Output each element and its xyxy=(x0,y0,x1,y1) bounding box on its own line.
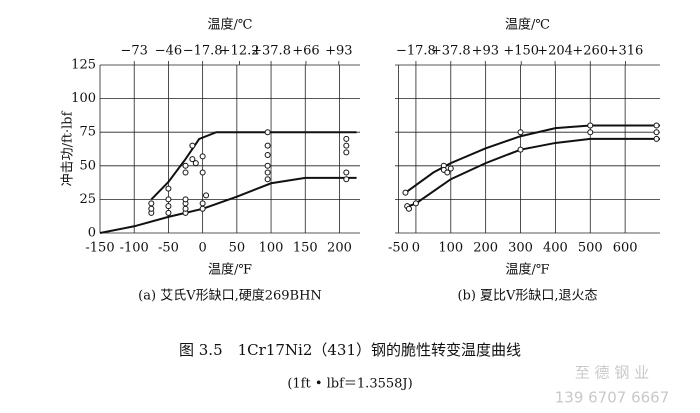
data-point xyxy=(653,135,660,142)
x2-tick-label: −17.8 xyxy=(396,44,436,59)
x-tick-label: 100 xyxy=(438,241,463,256)
data-point xyxy=(192,160,199,167)
x2-tick-label: +12.2 xyxy=(220,44,260,59)
figure-note: (1ft • lbf＝1.3558J) xyxy=(287,377,412,392)
data-point xyxy=(189,156,196,163)
x-tick-label: 150 xyxy=(293,241,318,256)
data-point xyxy=(264,152,271,159)
y-tick-label: 0 xyxy=(88,226,96,241)
x-tick-label: 200 xyxy=(473,241,498,256)
y-tick-label: 25 xyxy=(79,192,96,207)
data-point xyxy=(189,142,196,149)
x2-tick-label: +260 xyxy=(572,44,608,59)
x-tick-label: 50 xyxy=(229,241,246,256)
watermark-phone: 139 6707 6667 xyxy=(555,389,670,407)
x-tick-label: 0 xyxy=(412,241,420,256)
data-point xyxy=(199,205,206,212)
data-point xyxy=(148,200,155,207)
data-point xyxy=(343,169,350,176)
data-point xyxy=(405,205,412,212)
data-point xyxy=(444,169,451,176)
x-tick-label: -50 xyxy=(388,241,409,256)
data-point xyxy=(165,185,172,192)
x2-tick-label: +37.8 xyxy=(251,44,291,59)
curve xyxy=(408,137,660,208)
data-point xyxy=(343,149,350,156)
x2-tick-label: +66 xyxy=(292,44,319,59)
data-point xyxy=(264,129,271,136)
x-tick-label: -100 xyxy=(120,241,149,256)
x-axis-label: 温度/℉ xyxy=(506,262,550,278)
x-tick-label: -50 xyxy=(158,241,179,256)
x-tick-label: 500 xyxy=(578,241,603,256)
x2-tick-label: +316 xyxy=(608,44,644,59)
x-axis-label: 温度/℉ xyxy=(208,262,252,278)
x2-tick-label: +150 xyxy=(503,44,539,59)
data-point xyxy=(264,176,271,183)
x-tick-label: 0 xyxy=(198,241,206,256)
data-point xyxy=(182,205,189,212)
y-tick-label: 125 xyxy=(71,58,96,73)
data-point xyxy=(343,135,350,142)
x-tick-label: -150 xyxy=(85,241,114,256)
figure-caption: 图 3.5 1Cr17Ni2（431）钢的脆性转变温度曲线 xyxy=(179,341,521,359)
chart-caption: (a) 艾氏V形缺口,硬度269BHN xyxy=(138,288,322,304)
data-point xyxy=(199,200,206,207)
x-tick-label: 100 xyxy=(259,241,284,256)
data-point xyxy=(182,196,189,203)
data-point xyxy=(203,192,210,199)
y-tick-label: 50 xyxy=(79,158,96,173)
x2-tick-label: −73 xyxy=(120,44,147,59)
y-axis-label: 冲击功/ft·lbf xyxy=(61,110,76,186)
x2-axis-label: 温度/℃ xyxy=(505,17,550,33)
data-point xyxy=(343,142,350,149)
y-tick-label: 100 xyxy=(71,91,96,106)
data-point xyxy=(165,196,172,203)
data-point xyxy=(199,169,206,176)
data-point xyxy=(264,142,271,149)
curve xyxy=(99,176,357,234)
x2-tick-label: −46 xyxy=(155,44,182,59)
data-point xyxy=(653,129,660,136)
curve xyxy=(150,131,357,201)
data-point xyxy=(343,176,350,183)
x2-tick-label: +93 xyxy=(472,44,499,59)
data-point xyxy=(412,200,419,207)
x-tick-label: 300 xyxy=(508,241,533,256)
data-point xyxy=(402,189,409,196)
x2-tick-label: +93 xyxy=(325,44,352,59)
data-point xyxy=(264,169,271,176)
data-point xyxy=(517,146,524,153)
x-tick-label: 600 xyxy=(613,241,638,256)
data-point xyxy=(182,162,189,169)
x-tick-label: 400 xyxy=(543,241,568,256)
x-tick-label: 200 xyxy=(327,241,352,256)
data-point xyxy=(199,153,206,160)
data-point xyxy=(587,122,594,129)
data-point xyxy=(165,203,172,210)
data-point xyxy=(148,205,155,212)
x2-axis-label: 温度/℃ xyxy=(208,17,253,33)
x2-tick-label: +204 xyxy=(537,44,573,59)
y-tick-label: 75 xyxy=(79,125,96,140)
data-point xyxy=(182,169,189,176)
watermark-name: 至 德 钢 业 xyxy=(575,364,649,382)
x2-tick-label: +37.8 xyxy=(431,44,471,59)
data-point xyxy=(447,165,454,172)
curve xyxy=(404,124,660,194)
data-point xyxy=(653,122,660,129)
x2-tick-label: −17.8 xyxy=(183,44,223,59)
data-point xyxy=(264,162,271,169)
data-point xyxy=(165,209,172,216)
data-point xyxy=(517,129,524,136)
chart-caption: (b) 夏比V形缺口,退火态 xyxy=(457,289,597,304)
data-point xyxy=(587,129,594,136)
